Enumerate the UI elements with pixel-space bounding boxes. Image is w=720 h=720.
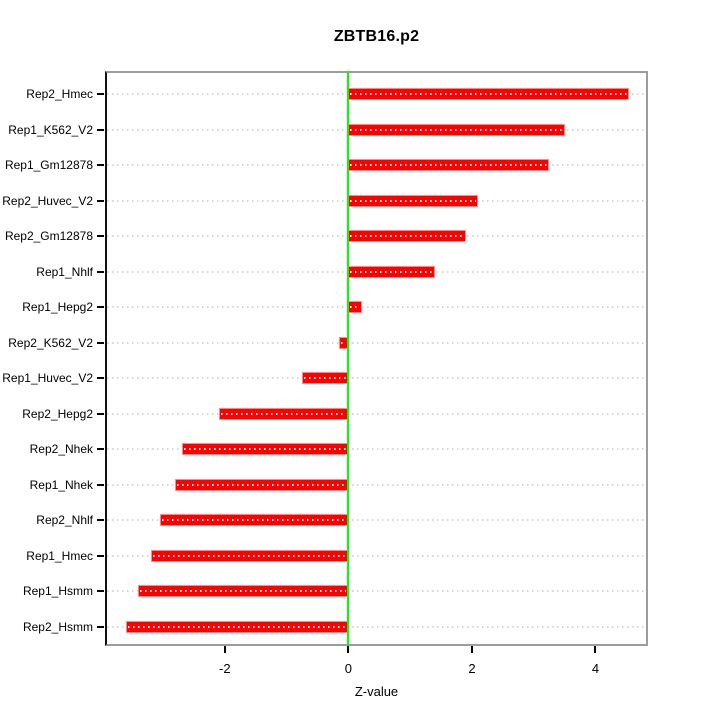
y-axis-tick xyxy=(97,625,104,628)
leader-line xyxy=(107,625,646,628)
plot-area xyxy=(105,71,648,646)
y-axis-label-Rep1_Hepg2: Rep1_Hepg2 xyxy=(22,300,93,315)
x-axis-tick-label: 2 xyxy=(468,661,476,676)
y-axis-label-Rep2_Nhlf: Rep2_Nhlf xyxy=(36,513,93,528)
bar-Rep2_Huvec_V2 xyxy=(348,194,479,207)
bar-Rep1_Hsmm xyxy=(138,585,349,598)
leader-line xyxy=(107,590,646,593)
y-axis-tick xyxy=(97,199,104,202)
bar-Rep1_Gm12878 xyxy=(348,159,550,172)
bar-Rep1_K562_V2 xyxy=(348,123,565,136)
leader-line xyxy=(107,341,646,344)
bar-Rep1_Nhlf xyxy=(348,265,435,278)
y-axis-tick xyxy=(97,412,104,415)
y-axis-tick xyxy=(97,164,104,167)
y-axis-tick xyxy=(97,341,104,344)
y-axis-label-Rep1_Gm12878: Rep1_Gm12878 xyxy=(4,158,93,173)
y-axis-tick xyxy=(97,519,104,522)
y-axis-tick xyxy=(97,128,104,131)
y-axis-tick xyxy=(97,483,104,486)
y-axis-label-Rep2_Huvec_V2: Rep2_Huvec_V2 xyxy=(2,193,93,208)
y-axis-label-Rep2_Hmec: Rep2_Hmec xyxy=(26,87,93,101)
leader-line xyxy=(107,448,646,451)
y-axis-tick xyxy=(97,235,104,238)
leader-line xyxy=(107,554,646,557)
leader-line xyxy=(107,412,646,415)
y-axis-tick xyxy=(97,590,104,593)
bar-Rep2_Hsmm xyxy=(126,620,349,633)
y-axis-label-Rep2_Gm12878: Rep2_Gm12878 xyxy=(4,229,93,244)
x-axis-tick xyxy=(347,646,350,653)
bar-Rep2_Hmec xyxy=(348,88,630,100)
y-axis-label-Rep1_Hmec: Rep1_Hmec xyxy=(26,548,93,563)
x-axis-tick xyxy=(223,646,226,653)
x-axis-tick xyxy=(470,646,473,653)
y-axis-tick xyxy=(97,554,104,557)
bar-Rep1_Nhek xyxy=(175,478,349,491)
y-axis-label-Rep2_Hsmm: Rep2_Hsmm xyxy=(22,619,93,634)
y-axis-label-Rep2_Hepg2: Rep2_Hepg2 xyxy=(22,406,93,421)
y-axis-tick xyxy=(97,448,104,451)
chart-title: ZBTB16.p2 xyxy=(333,28,420,45)
bar-Rep1_Huvec_V2 xyxy=(302,372,349,385)
y-axis-tick xyxy=(97,270,104,273)
y-axis-label-Rep1_Hsmm: Rep1_Hsmm xyxy=(22,584,93,599)
x-axis-tick-label: 4 xyxy=(591,661,600,676)
y-axis-tick xyxy=(97,377,104,380)
y-axis-label-Rep1_Huvec_V2: Rep1_Huvec_V2 xyxy=(2,371,93,386)
leader-line xyxy=(107,519,646,522)
y-axis-label-Rep1_Nhlf: Rep1_Nhlf xyxy=(36,264,93,279)
y-axis-tick xyxy=(97,306,104,309)
x-axis-tick xyxy=(594,646,597,653)
bar-Rep1_Hmec xyxy=(150,549,349,562)
y-axis-label-Rep2_Nhek: Rep2_Nhek xyxy=(29,442,93,457)
leader-line xyxy=(107,377,646,380)
leader-line xyxy=(107,306,646,309)
x-axis-tick-label: -2 xyxy=(219,661,231,676)
bar-Rep2_Nhek xyxy=(181,443,349,456)
leader-line xyxy=(107,483,646,486)
bar-Rep2_Nhlf xyxy=(159,514,349,527)
y-axis-tick xyxy=(97,93,104,95)
bar-Rep2_Gm12878 xyxy=(348,230,466,243)
bar-Rep2_Hepg2 xyxy=(218,407,349,420)
zero-reference-line xyxy=(347,71,350,646)
x-axis-tick-label: 0 xyxy=(344,661,353,676)
bar-Rep1_Hepg2 xyxy=(348,301,362,314)
y-axis-label-Rep1_K562_V2: Rep1_K562_V2 xyxy=(8,122,93,137)
x-axis-title: Z-value xyxy=(354,684,399,699)
y-axis-label-Rep2_K562_V2: Rep2_K562_V2 xyxy=(8,335,93,350)
y-axis-label-Rep1_Nhek: Rep1_Nhek xyxy=(29,477,93,492)
